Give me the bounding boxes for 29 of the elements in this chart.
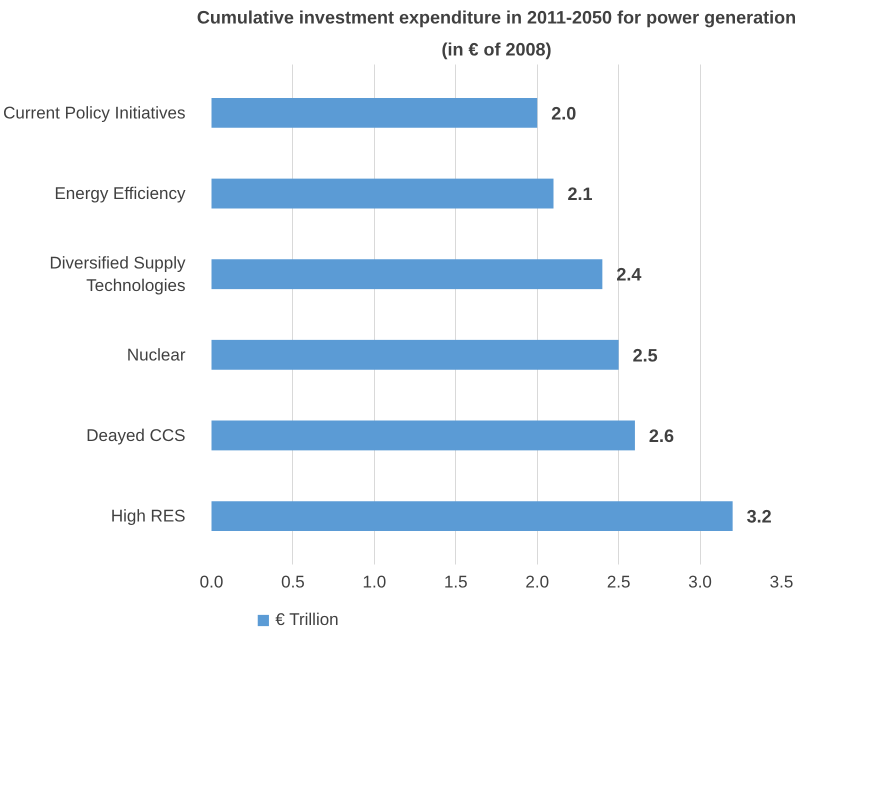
x-tick-label: 3.0	[688, 572, 712, 592]
y-tick-label: Energy Efficiency	[54, 184, 186, 204]
x-tick-label: 2.0	[525, 572, 550, 592]
bar	[212, 501, 733, 532]
text: 2.5	[632, 345, 658, 366]
y-tick-label: Deayed CCS	[86, 426, 186, 445]
legend-label: € Trillion	[275, 610, 339, 630]
y-tick-label: Current Policy Initiatives	[3, 103, 186, 122]
text: 2.4	[616, 264, 642, 285]
y-tick-label: High RES	[110, 506, 186, 526]
x-tick-label: 0.5	[281, 572, 305, 592]
x-tick-label: 3.5	[770, 572, 794, 592]
chart-title: Cumulative investment expenditure in 2011-2050 for power generation	[196, 8, 796, 28]
text: 3.2	[746, 506, 772, 527]
x-tick-label: 2.5	[606, 572, 630, 592]
bar	[212, 98, 538, 128]
text: 2.0	[551, 103, 576, 124]
x-tick-label: 1.5	[444, 572, 468, 592]
x-tick-label: 1.0	[362, 572, 386, 592]
y-tick-label: Diversified Supply Technologies	[49, 253, 186, 296]
bar	[212, 420, 635, 450]
bar	[212, 259, 602, 290]
y-tick-label: Nuclear	[126, 345, 186, 364]
x-tick-label: 0.0	[200, 572, 224, 592]
text: 2.1	[568, 184, 593, 204]
bar	[212, 178, 554, 208]
chart-subtitle: (in € of 2008)	[441, 40, 552, 60]
text: 2.6	[648, 426, 674, 446]
bar	[212, 340, 619, 370]
